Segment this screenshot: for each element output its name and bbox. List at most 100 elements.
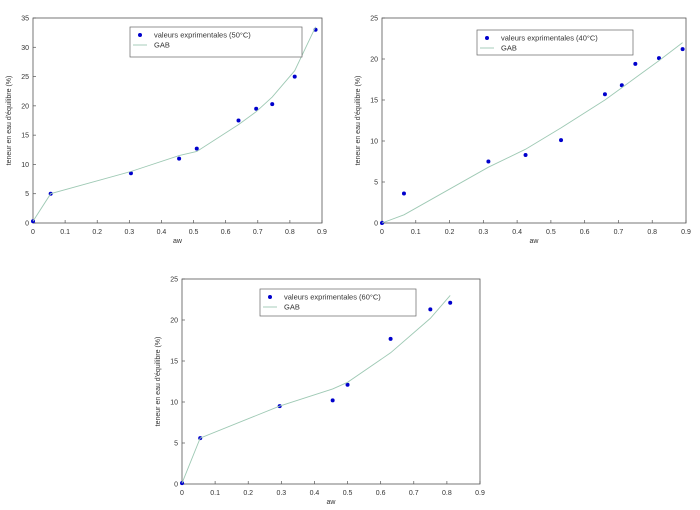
y-tick-label: 10 (370, 139, 378, 146)
x-tick-label: 0.5 (189, 229, 199, 236)
x-tick-label: 0.5 (546, 229, 556, 236)
x-tick-label: 0.6 (580, 229, 590, 236)
legend-box (129, 26, 303, 58)
data-point (602, 92, 607, 97)
x-tick-label: 0.2 (243, 490, 253, 497)
legend-label: GAB (501, 44, 517, 53)
x-tick-label: 0.9 (475, 490, 485, 497)
y-tick-label: 25 (370, 16, 378, 23)
y-axis-label: teneur en eau d'équilibre (%) (355, 76, 362, 166)
x-tick-label: 0 (180, 490, 184, 497)
data-point (559, 138, 564, 143)
gab-curve (32, 26, 317, 222)
y-tick-label: 10 (21, 162, 29, 169)
data-point (633, 61, 638, 66)
x-tick-label: 0.6 (221, 229, 231, 236)
data-point (330, 398, 335, 403)
data-point (619, 83, 624, 88)
x-tick-label: 0.4 (512, 229, 522, 236)
x-tick-label: 0.9 (681, 229, 691, 236)
data-point (236, 118, 241, 123)
x-tick-label: 0.3 (478, 229, 488, 236)
x-tick-label: 0.6 (376, 490, 386, 497)
y-tick-label: 5 (174, 441, 178, 448)
legend-box (476, 29, 634, 56)
x-tick-label: 0 (380, 229, 384, 236)
x-tick-label: 0.4 (157, 229, 167, 236)
chart-3: 0 0.1 0.2 0.3 0.4 0.5 0.6 0.7 0.8 0.9 0 5 10 15 20 25 aw… (155, 277, 485, 507)
x-tick-label: 0.7 (253, 229, 263, 236)
x-tick-label: 0.9 (317, 229, 327, 236)
x-tick-label: 0.8 (442, 490, 452, 497)
data-point (401, 191, 406, 196)
y-tick-label: 35 (21, 16, 29, 23)
chart-1: 0 0.1 0.2 0.3 0.4 0.5 0.6 0.7 0.8 0.9 0 5 10 15 20 25 30… (6, 16, 327, 246)
data-point (656, 56, 661, 61)
legend: valeurs exprimentales (40°C)GAB (476, 29, 634, 56)
x-tick-label: 0.4 (310, 490, 320, 497)
gab-curve (381, 42, 683, 224)
y-tick-label: 20 (370, 57, 378, 64)
y-tick-label: 0 (174, 482, 178, 489)
x-tick-label: 0.1 (210, 490, 220, 497)
data-point (254, 106, 259, 111)
x-tick-label: 0.3 (276, 490, 286, 497)
x-tick-label: 0 (31, 229, 35, 236)
y-tick-label: 20 (170, 318, 178, 325)
x-tick-label: 0.2 (92, 229, 102, 236)
y-tick-label: 15 (21, 133, 29, 140)
y-tick-label: 30 (21, 45, 29, 52)
y-tick-label: 5 (25, 191, 29, 198)
legend-marker-swatch (485, 36, 489, 40)
y-tick-label: 0 (25, 221, 29, 228)
data-point (428, 307, 433, 312)
y-tick-label: 25 (21, 74, 29, 81)
x-tick-label: 0.1 (411, 229, 421, 236)
data-point (680, 47, 685, 52)
y-axis-label: teneur en eau d'équilibre (%) (6, 76, 13, 166)
legend: valeurs exprimentales (60°C)GAB (259, 288, 417, 317)
x-tick-label: 0.2 (445, 229, 455, 236)
y-tick-label: 25 (170, 277, 178, 284)
x-tick-label: 0.7 (614, 229, 624, 236)
y-tick-label: 15 (370, 98, 378, 105)
legend-label: GAB (154, 41, 170, 50)
plot-frame (32, 17, 323, 224)
data-point (448, 300, 453, 305)
x-tick-label: 0.1 (60, 229, 70, 236)
data-point (345, 382, 350, 387)
x-tick-label: 0.8 (647, 229, 657, 236)
y-tick-label: 20 (21, 103, 29, 110)
legend-marker-swatch (138, 33, 142, 37)
legend-label: valeurs exprimentales (40°C) (501, 34, 598, 43)
legend-box (259, 288, 417, 317)
y-axis-label: teneur en eau d'équilibre (%) (155, 337, 162, 427)
y-tick-label: 10 (170, 400, 178, 407)
data-point (523, 152, 528, 157)
legend-label: GAB (284, 303, 300, 312)
x-axis-label: aw (530, 238, 540, 245)
x-axis-label: aw (327, 499, 337, 505)
legend: valeurs exprimentales (50°C)GAB (129, 26, 303, 58)
x-tick-label: 0.7 (409, 490, 419, 497)
data-point (388, 336, 393, 341)
data-point (194, 146, 199, 151)
plot-frame (181, 278, 481, 485)
x-tick-label: 0.3 (124, 229, 134, 236)
chart-2: 0 0.1 0.2 0.3 0.4 0.5 0.6 0.7 0.8 0.9 0 5 10 15 20 25 aw… (355, 16, 691, 246)
data-point (292, 74, 297, 79)
y-tick-label: 0 (374, 221, 378, 228)
data-point (486, 159, 491, 164)
x-axis-label: aw (173, 238, 183, 245)
data-point (177, 156, 182, 161)
x-tick-label: 0.8 (285, 229, 295, 236)
y-tick-label: 5 (374, 180, 378, 187)
x-tick-label: 0.5 (343, 490, 353, 497)
gab-curve (181, 295, 451, 484)
plot-frame (381, 17, 687, 224)
y-tick-label: 15 (170, 359, 178, 366)
legend-label: valeurs exprimentales (60°C) (284, 293, 381, 302)
legend-label: valeurs exprimentales (50°C) (154, 31, 251, 40)
